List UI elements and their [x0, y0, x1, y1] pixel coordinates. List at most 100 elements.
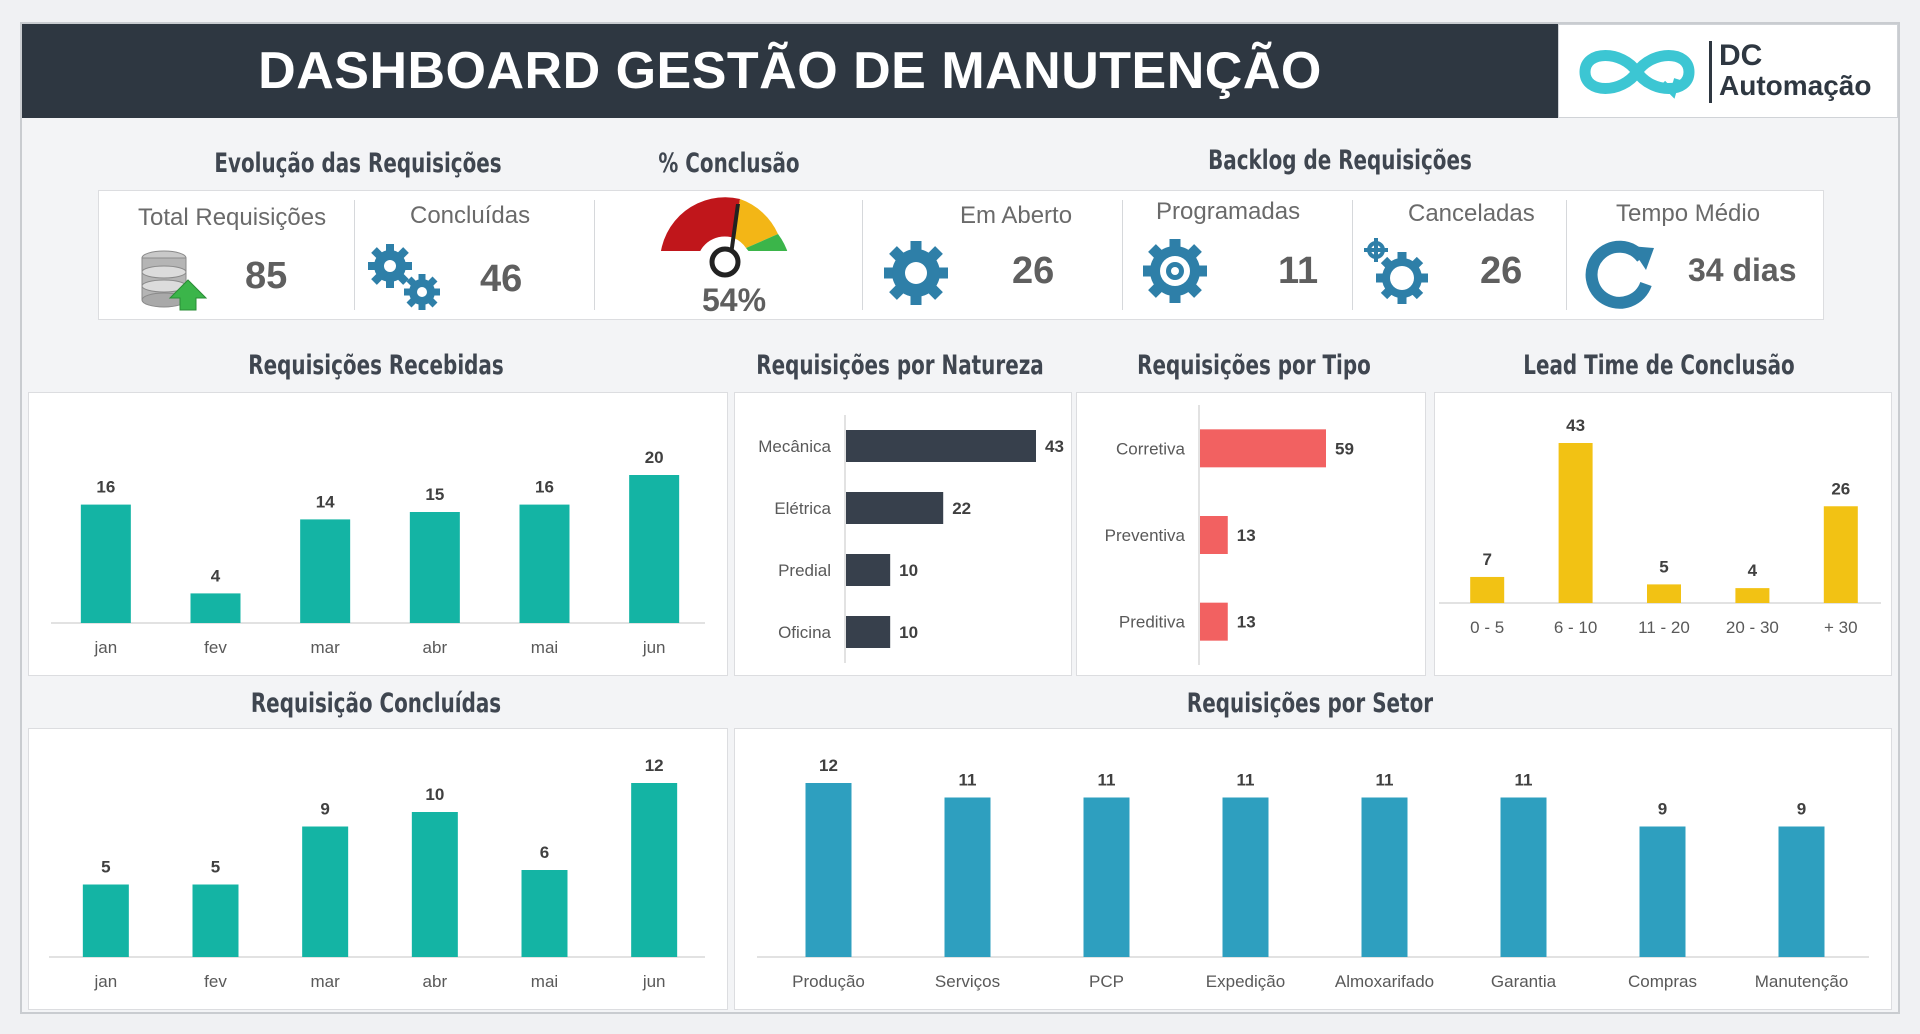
data-label: 20 [645, 448, 664, 467]
bar [846, 616, 891, 648]
kpi-concluidas-value: 46 [480, 258, 523, 300]
database-upload-icon [141, 250, 208, 311]
data-label: 4 [1748, 561, 1758, 580]
data-label: 11 [959, 771, 977, 790]
data-label: 5 [211, 858, 220, 877]
bar [190, 593, 241, 623]
x-tick-label: Expedição [1206, 972, 1285, 991]
chart-panel-natureza: 43 Mecânica 22 Elétrica 10 Predial 10 Oficina [734, 392, 1072, 676]
data-label: 11 [1098, 771, 1116, 790]
section-title-conclusao: % Conclusão [658, 148, 800, 179]
data-label: 7 [1482, 550, 1491, 569]
kpi-aberto-value: 26 [1012, 250, 1055, 292]
bar [1558, 443, 1593, 603]
data-label: 59 [1335, 439, 1354, 458]
x-tick-label: Compras [1628, 972, 1697, 991]
chart-leadtime: 7 0 - 5 43 6 - 10 5 11 - 20 4 20 - 30 26 + 30 [1439, 416, 1881, 637]
bar [805, 783, 852, 957]
kpi-programadas-value: 11 [1278, 250, 1319, 292]
chart-title-tipo: Requisições por Tipo [1137, 350, 1371, 381]
kpi-divider [1122, 200, 1123, 310]
chart-panel-tipo: 59 Corretiva 13 Preventiva 13 Preditiva [1076, 392, 1426, 676]
kpi-canceladas-label: Canceladas [1408, 200, 1535, 227]
x-tick-label: fev [204, 638, 227, 657]
data-label: 11 [1237, 771, 1255, 790]
bar [846, 554, 891, 586]
kpi-programadas-label: Programadas [1156, 198, 1301, 225]
data-label: 9 [1658, 800, 1667, 819]
gear-icon [884, 241, 948, 305]
x-tick-label: 11 - 20 [1638, 618, 1690, 637]
bar [519, 504, 570, 623]
bar [1470, 576, 1505, 603]
y-tick-label: Preditiva [1119, 613, 1186, 632]
bar [1200, 429, 1326, 468]
bar [82, 884, 129, 957]
x-tick-label: PCP [1089, 972, 1124, 991]
bar [846, 430, 1036, 462]
gears-icon [368, 244, 440, 310]
x-tick-label: jan [93, 638, 117, 657]
data-label: 10 [899, 561, 918, 580]
chart-panel-setor: 12 Produção 11 Serviços 11 PCP 11 Expedição 11 Al… [734, 728, 1892, 1010]
data-label: 13 [1237, 613, 1256, 632]
x-tick-label: jun [642, 638, 666, 657]
kpi-tempo-label: Tempo Médio [1616, 200, 1761, 227]
page-title: DASHBOARD GESTÃO DE MANUTENÇÃO [258, 42, 1322, 100]
chart-title-setor: Requisições por Setor [1186, 688, 1434, 719]
x-tick-label: abr [423, 638, 448, 657]
chart-title-natureza: Requisições por Natureza [756, 350, 1044, 381]
x-tick-label: 20 - 30 [1726, 618, 1779, 637]
bar [846, 492, 944, 524]
section-title-backlog: Backlog de Requisições [1208, 145, 1472, 176]
x-tick-label: 6 - 10 [1554, 618, 1597, 637]
data-label: 11 [1515, 771, 1533, 790]
kpi-divider [594, 200, 595, 310]
chart-setor: 12 Produção 11 Serviços 11 PCP 11 Expedição 11 Al… [757, 756, 1869, 991]
chart-panel-concluidas: 5 jan 5 fev 9 mar 10 abr 6 mai 12 jun [28, 728, 728, 1010]
kpi-divider [862, 200, 863, 310]
y-tick-label: Predial [778, 561, 831, 580]
kpi-divider [1352, 200, 1353, 310]
chart-recebidas: 16 jan 4 fev 14 mar 15 abr 16 mai 20 jun [51, 448, 705, 657]
gear-target-icon [1143, 239, 1207, 303]
x-tick-label: mar [311, 638, 341, 657]
data-label: 26 [1831, 479, 1850, 498]
bar [80, 504, 131, 623]
x-tick-label: + 30 [1824, 618, 1858, 637]
kpi-divider [354, 200, 355, 310]
bar [1083, 797, 1130, 957]
bar [521, 870, 568, 957]
x-tick-label: Garantia [1491, 972, 1557, 991]
data-label: 6 [540, 843, 549, 862]
bar [1361, 797, 1408, 957]
chart-natureza: 43 Mecânica 22 Elétrica 10 Predial 10 Oficina [758, 415, 1064, 663]
x-tick-label: jun [642, 972, 666, 991]
bar [631, 783, 678, 957]
chart-panel-recebidas: 16 jan 4 fev 14 mar 15 abr 16 mai 20 jun [28, 392, 728, 676]
bar [1735, 588, 1770, 603]
y-tick-label: Oficina [778, 623, 831, 642]
header-bar: DASHBOARD GESTÃO DE MANUTENÇÃO [22, 24, 1558, 118]
refresh-icon [1585, 240, 1654, 309]
data-label: 14 [316, 492, 335, 511]
bar [1639, 826, 1686, 957]
data-label: 9 [1797, 800, 1806, 819]
data-label: 4 [211, 566, 221, 585]
data-label: 22 [952, 499, 971, 518]
data-label: 43 [1566, 416, 1585, 435]
kpi-divider [1566, 200, 1567, 310]
company-logo: DC Automação [1558, 24, 1898, 118]
x-tick-label: Serviços [935, 972, 1000, 991]
y-tick-label: Mecânica [758, 437, 831, 456]
data-label: 12 [819, 756, 838, 775]
x-tick-label: mar [311, 972, 341, 991]
x-tick-label: mai [531, 638, 558, 657]
data-label: 10 [425, 785, 444, 804]
chart-tipo: 59 Corretiva 13 Preventiva 13 Preditiva [1105, 405, 1354, 665]
bar [1647, 584, 1681, 603]
bar [192, 884, 239, 957]
x-tick-label: Manutenção [1755, 972, 1849, 991]
bar [1200, 516, 1228, 554]
bar [411, 812, 458, 957]
